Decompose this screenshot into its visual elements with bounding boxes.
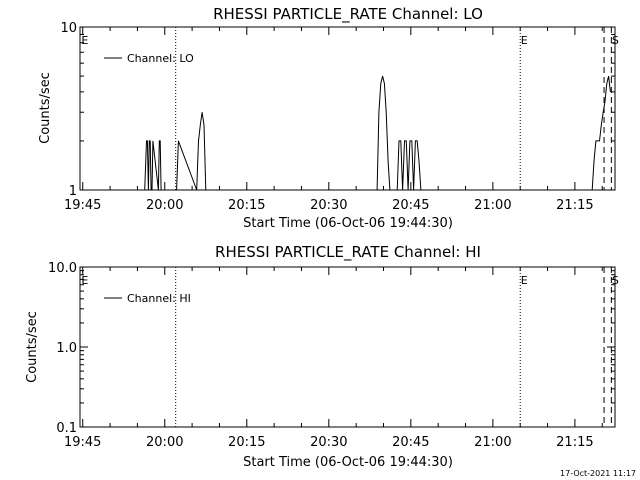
plot-frame-hi bbox=[79, 266, 616, 428]
x-tick-label: 20:30 bbox=[310, 435, 347, 450]
x-tick-label: 19:45 bbox=[64, 198, 101, 213]
x-tick-label: 20:45 bbox=[392, 435, 429, 450]
legend-label-hi: Channel: HI bbox=[127, 292, 191, 305]
x-tick-label: 20:45 bbox=[392, 198, 429, 213]
event-label: E bbox=[521, 34, 528, 47]
x-tick-label: 21:00 bbox=[474, 198, 511, 213]
event-label: E bbox=[81, 34, 88, 47]
x-tick-label: 20:00 bbox=[146, 435, 183, 450]
x-tick-label: 20:00 bbox=[146, 198, 183, 213]
y-tick-label: 10 bbox=[60, 21, 77, 36]
x-tick-label: 21:15 bbox=[556, 198, 593, 213]
y-axis-label-lo: Counts/sec bbox=[38, 72, 53, 144]
x-tick-label: 20:15 bbox=[228, 198, 265, 213]
event-label: E bbox=[81, 274, 88, 287]
plot-frame-lo bbox=[79, 26, 616, 191]
ticks-lo: 19:45 20:00 20:15 20:30 20:45 21:00 21:15 1 10 bbox=[60, 21, 615, 213]
panel-lo: RHESSI PARTICLE_RATE Channel: LO Start T… bbox=[38, 5, 619, 231]
y-tick-label: 0.1 bbox=[56, 421, 77, 436]
chart-title-lo: RHESSI PARTICLE_RATE Channel: LO bbox=[213, 5, 483, 24]
x-tick-label: 19:45 bbox=[64, 435, 101, 450]
footer-timestamp: 17-Oct-2021 11:17 bbox=[560, 469, 636, 478]
x-tick-label: 20:15 bbox=[228, 435, 265, 450]
x-axis-label-hi: Start Time (06-Oct-06 19:44:30) bbox=[243, 455, 453, 470]
x-tick-label: 20:30 bbox=[310, 198, 347, 213]
x-tick-label: 21:15 bbox=[556, 435, 593, 450]
chart-title-hi: RHESSI PARTICLE_RATE Channel: HI bbox=[215, 243, 481, 262]
y-tick-label: 1 bbox=[69, 184, 77, 199]
y-tick-label: 10.0 bbox=[48, 261, 77, 276]
legend-label-lo: Channel: LO bbox=[127, 52, 194, 65]
panel-hi: RHESSI PARTICLE_RATE Channel: HI Start T… bbox=[25, 243, 619, 470]
x-tick-label: 21:00 bbox=[474, 435, 511, 450]
y-tick-label: 1.0 bbox=[56, 341, 77, 356]
event-label: E bbox=[521, 274, 528, 287]
series-lo bbox=[144, 75, 611, 191]
y-axis-label-hi: Counts/sec bbox=[25, 311, 40, 383]
x-axis-label-lo: Start Time (06-Oct-06 19:44:30) bbox=[243, 216, 453, 231]
series-line bbox=[144, 75, 611, 191]
